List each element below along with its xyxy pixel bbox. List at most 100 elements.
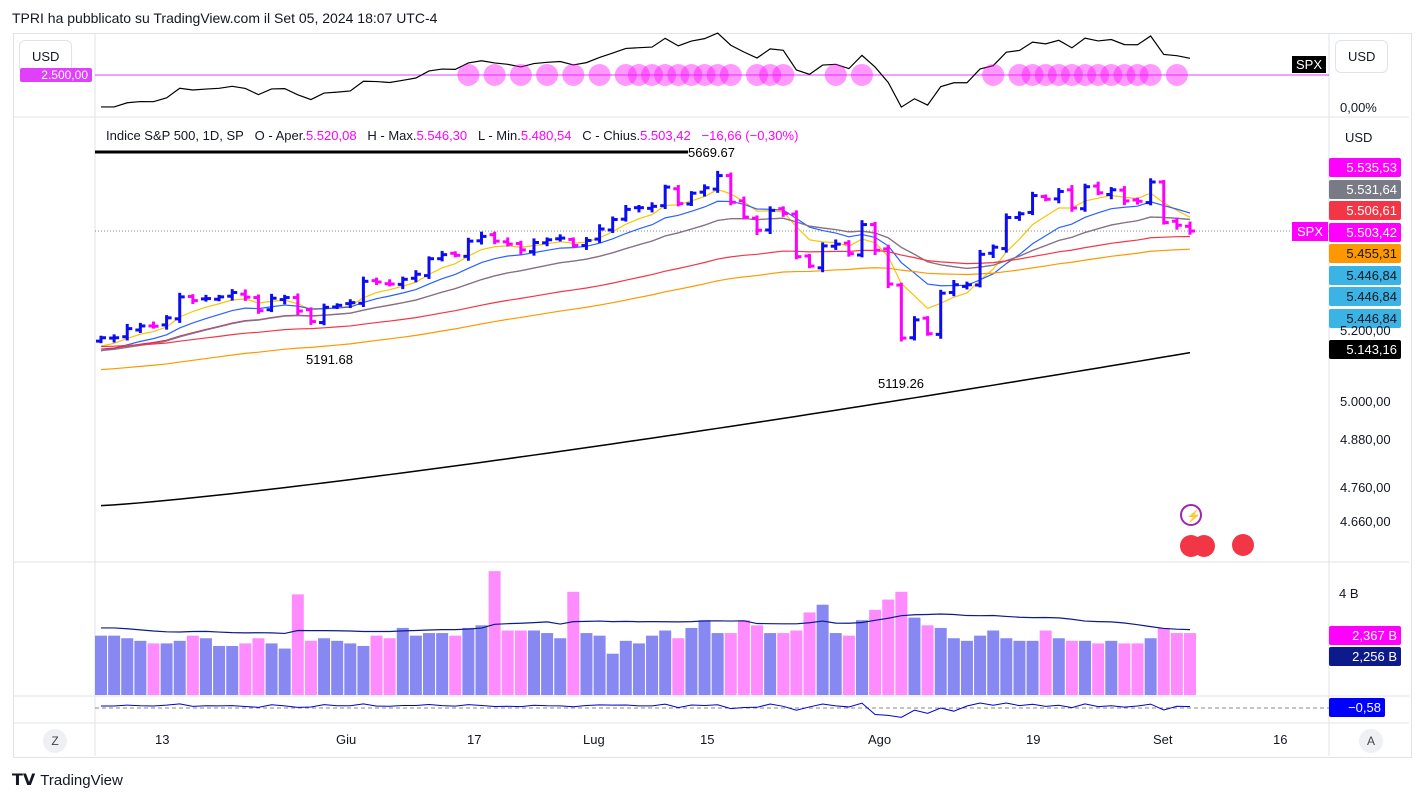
axis-tick: 4.660,00: [1340, 514, 1391, 529]
volume-bar: [370, 635, 383, 695]
change-value: −16,66 (−0,30%): [701, 128, 799, 143]
signal-circle: [824, 64, 847, 86]
signal-circle: [1021, 64, 1044, 86]
volume-bar: [1052, 638, 1065, 695]
volume-bar: [960, 640, 973, 695]
moving-average-line: [100, 200, 1191, 352]
volume-bar: [908, 617, 921, 695]
volume-bar: [1065, 640, 1078, 695]
volume-bar: [1092, 643, 1105, 695]
volume-bar: [318, 638, 331, 695]
axis-tick: 5.200,00: [1340, 323, 1391, 338]
volume-bar: [462, 627, 475, 695]
volume-bar: [291, 594, 304, 695]
volume-bar: [987, 630, 1000, 695]
svg-text:⚡: ⚡: [1186, 509, 1201, 523]
volume-bar: [619, 640, 632, 695]
signal-circle: [1139, 64, 1162, 86]
high-value: 5.546,30: [416, 128, 468, 143]
volume-bar: [134, 640, 147, 695]
volume-bar: [1131, 643, 1144, 695]
auto-scale-button[interactable]: A: [1359, 729, 1383, 753]
time-label: 16: [1273, 732, 1288, 747]
zoom-button[interactable]: Z: [43, 729, 67, 753]
signal-circle: [1126, 64, 1149, 86]
volume-bar: [855, 620, 868, 695]
signal-circle: [654, 64, 677, 86]
annotation-low-2: 5119.26: [878, 376, 924, 391]
publish-title: TPRI ha pubblicato su TradingView.com il…: [12, 10, 438, 26]
volume-tick: 4 B: [1339, 586, 1359, 601]
signal-circle: [759, 64, 782, 86]
open-value: 5.520,08: [305, 128, 357, 143]
volume-bar: [514, 630, 527, 695]
signal-circle: [627, 64, 650, 86]
close-value: 5.503,42: [640, 128, 691, 143]
signal-circle: [1087, 64, 1110, 86]
breadth-line: [101, 32, 1191, 108]
signal-circle: [483, 64, 506, 86]
volume-bar: [95, 635, 107, 695]
volume-bar: [934, 627, 947, 695]
time-label: 17: [467, 732, 482, 747]
volume-label: 2,367 B: [1329, 626, 1401, 645]
volume-bar: [803, 612, 816, 695]
volume-bar: [1013, 640, 1026, 695]
volume-bar: [331, 640, 344, 695]
volume-bar: [882, 599, 895, 695]
volume-bar: [357, 645, 370, 695]
volume-bar: [1170, 633, 1183, 695]
volume-bar: [449, 635, 462, 695]
moving-average-line: [100, 188, 1191, 347]
time-label: Ago: [868, 732, 892, 747]
moving-average-line: [100, 235, 1191, 348]
volume-bar: [869, 609, 882, 695]
volume-bar: [593, 635, 606, 695]
volume-bar: [724, 633, 737, 695]
time-label: Giu: [336, 732, 357, 747]
annotation-high: 5669.67: [688, 145, 735, 160]
currency-main[interactable]: USD: [1335, 124, 1383, 151]
volume-bar: [226, 645, 239, 695]
volume-bar: [1157, 627, 1170, 695]
volume-bar: [541, 633, 554, 695]
currency-button-right[interactable]: USD: [1335, 40, 1389, 73]
volume-bar: [921, 625, 934, 695]
volume-bar: [1144, 638, 1157, 695]
open-label: O - Aper.: [254, 128, 306, 143]
high-label: H - Max.: [367, 128, 417, 143]
volume-bar: [974, 635, 987, 695]
signal-circle: [1074, 64, 1097, 86]
volume-bar: [790, 630, 803, 695]
signal-circle: [1165, 64, 1188, 86]
price-label: 5.446,84: [1329, 308, 1401, 328]
currency-button-left[interactable]: USD: [19, 40, 73, 73]
signal-circle: [746, 64, 769, 86]
volume-bar: [527, 630, 540, 695]
brand-text: TradingView: [40, 771, 123, 789]
volume-bar: [501, 630, 514, 695]
volume-bar: [816, 604, 829, 695]
axis-tick: 4.880,00: [1340, 432, 1391, 447]
volume-bar: [304, 640, 317, 695]
volume-bar: [108, 635, 121, 695]
volume-bar: [1118, 643, 1131, 695]
event-lightning-icon: [1180, 504, 1202, 526]
volume-bar: [1000, 638, 1013, 695]
volume-bar: [186, 635, 199, 695]
price-label: 5.531,64: [1329, 179, 1401, 199]
volume-bar: [554, 638, 567, 695]
tradingview-brand[interactable]: 𝗧𝗩 TradingView: [12, 770, 123, 790]
time-label: Lug: [583, 732, 605, 747]
signal-circle: [588, 64, 611, 86]
volume-bar: [632, 643, 645, 695]
signal-circle: [680, 64, 703, 86]
oscillator-label: −0,58: [1329, 698, 1385, 717]
signal-circle: [1060, 64, 1083, 86]
volume-bar: [698, 620, 711, 695]
axis-tick: 5.000,00: [1340, 394, 1391, 409]
time-label: 13: [155, 732, 170, 747]
signal-circle: [1047, 64, 1070, 86]
volume-bar: [1039, 630, 1052, 695]
